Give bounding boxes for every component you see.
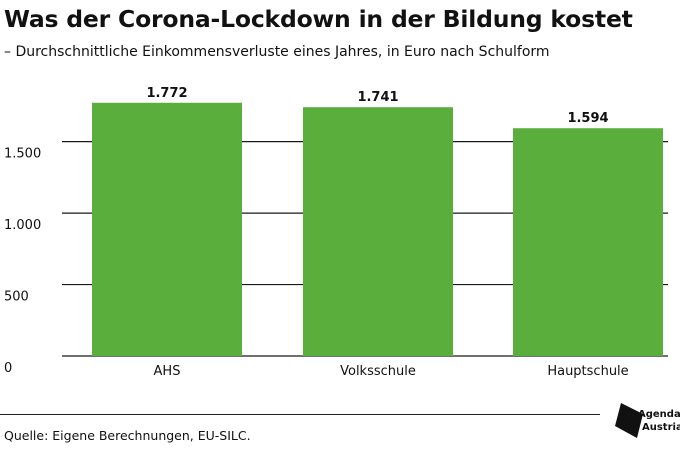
y-tick-label: 500 bbox=[4, 290, 29, 305]
logo-mark-icon bbox=[615, 403, 643, 438]
source-note: Quelle: Eigene Berechnungen, EU-SILC. bbox=[4, 428, 251, 443]
bar bbox=[303, 107, 453, 357]
y-tick-label: 0 bbox=[4, 361, 12, 376]
chart-title: Was der Corona-Lockdown in der Bildung k… bbox=[4, 5, 633, 33]
footer-divider bbox=[0, 414, 600, 415]
logo-text-line1: Agenda bbox=[638, 409, 680, 420]
bars bbox=[92, 102, 663, 357]
data-label: 1.741 bbox=[357, 90, 398, 105]
agenda-austria-logo: Agenda Austria bbox=[612, 398, 680, 448]
data-label: 1.772 bbox=[146, 86, 187, 101]
bar bbox=[513, 128, 663, 356]
logo-text-line2: Austria bbox=[642, 422, 680, 433]
chart-subtitle: – Durchschnittliche Einkommensverluste e… bbox=[4, 44, 550, 60]
labels: 0 500 1.000 1.500 1.772 AHS 1.741 Volksschule 1.… bbox=[4, 86, 629, 379]
bar bbox=[92, 102, 242, 357]
x-tick-label: Volksschule bbox=[340, 364, 416, 379]
bar-chart: 0 500 1.000 1.500 1.772 AHS 1.741 Volksschule 1.… bbox=[4, 86, 668, 379]
y-tick-label: 1.000 bbox=[4, 218, 41, 233]
x-tick-label: AHS bbox=[154, 364, 181, 379]
x-tick-label: Hauptschule bbox=[547, 364, 628, 379]
y-tick-label: 1.500 bbox=[4, 147, 41, 162]
data-label: 1.594 bbox=[567, 111, 608, 126]
